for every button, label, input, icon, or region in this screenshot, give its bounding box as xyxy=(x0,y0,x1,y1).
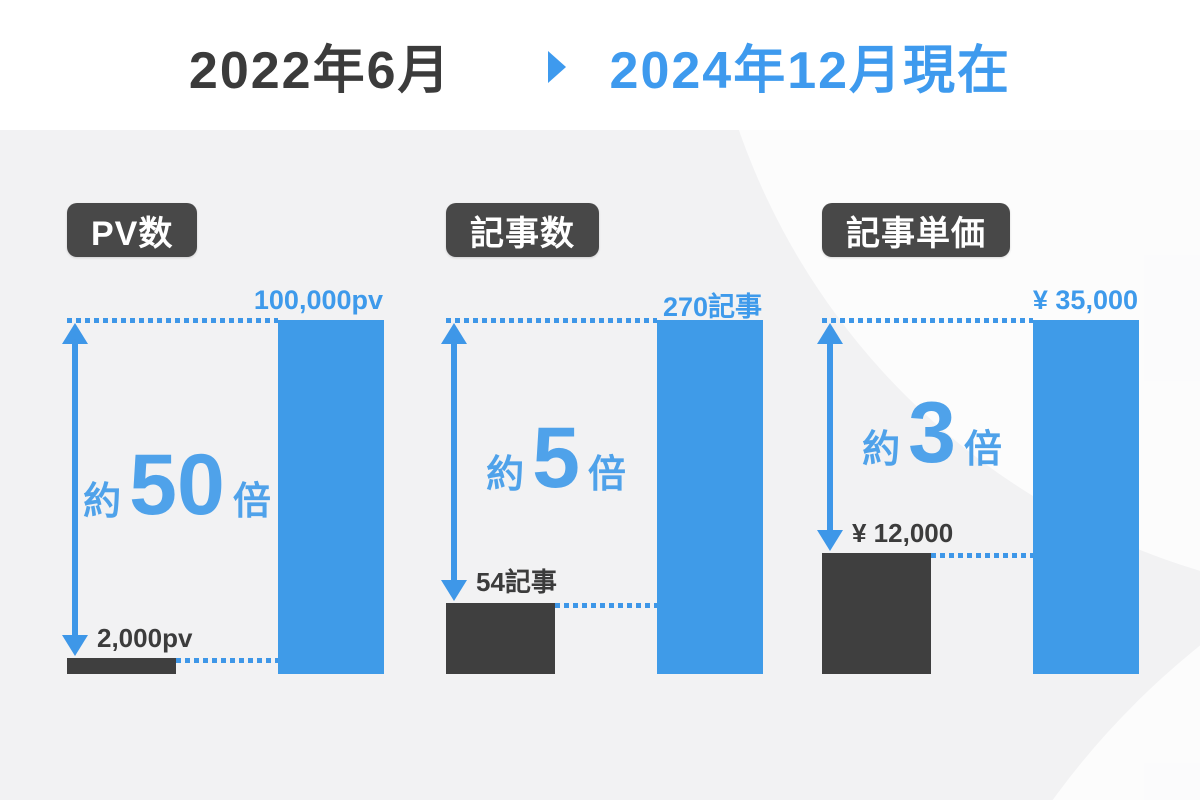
multiplier-prefix: 約 xyxy=(486,453,525,496)
multiplier: 約 5 倍 xyxy=(446,410,666,520)
dotted-line-new-level xyxy=(67,318,278,323)
new-value-label: 100,000pv xyxy=(253,285,383,315)
multiplier-suffix: 倍 xyxy=(232,481,271,523)
arrow-shaft xyxy=(827,339,833,535)
dotted-line-old-level xyxy=(931,553,1033,558)
panel-label-badge: 記事数 xyxy=(446,203,599,257)
chart-canvas: PV数 100,000pv 2,000pv 約 50 倍 記事数 270記事 xyxy=(0,130,1200,800)
multiplier-number: 50 xyxy=(129,437,225,533)
arrow-shaft xyxy=(451,339,457,585)
panel-label-badge: 記事単価 xyxy=(822,203,1010,257)
panel-pv-count: PV数 100,000pv 2,000pv 約 50 倍 xyxy=(62,203,384,674)
growth-range-arrow-icon xyxy=(817,323,843,551)
new-value-label: 270記事 xyxy=(662,292,762,322)
dotted-line-new-level xyxy=(446,318,657,323)
multiplier-prefix: 約 xyxy=(83,481,122,523)
dotted-line-old-level xyxy=(176,658,278,663)
dotted-line-new-level xyxy=(822,318,1033,323)
old-value-label: 54記事 xyxy=(476,567,557,597)
arrow-shaft xyxy=(72,339,78,640)
old-value-bar xyxy=(67,658,176,674)
multiplier-suffix: 倍 xyxy=(587,453,626,496)
growth-range-arrow-icon xyxy=(441,323,467,601)
transition-arrow-icon xyxy=(547,51,566,83)
multiplier: 約 3 倍 xyxy=(822,385,1042,495)
multiplier-prefix: 約 xyxy=(862,428,901,471)
panel-article-count: 記事数 270記事 54記事 約 5 倍 xyxy=(441,203,763,674)
panel-label-badge: PV数 xyxy=(67,203,198,257)
old-value-bar xyxy=(446,603,555,674)
multiplier-suffix: 倍 xyxy=(963,428,1002,471)
new-value-bar xyxy=(278,320,384,674)
new-value-label: ¥ 35,000 xyxy=(1032,285,1138,315)
new-value-bar xyxy=(1033,320,1139,674)
panel-article-price: 記事単価 ¥ 35,000 ¥ 12,000 約 3 倍 xyxy=(817,203,1139,674)
header: 2022年6月 2024年12月現在 xyxy=(0,0,1200,130)
dotted-line-old-level xyxy=(555,603,657,608)
old-value-label: ¥ 12,000 xyxy=(852,518,954,548)
new-value-bar xyxy=(657,320,763,674)
old-value-bar xyxy=(822,553,931,674)
multiplier-number: 3 xyxy=(908,384,956,481)
multiplier: 約 50 倍 xyxy=(67,437,287,547)
header-after-date: 2024年12月現在 xyxy=(609,41,1012,100)
header-before-date: 2022年6月 xyxy=(188,41,452,100)
old-value-label: 2,000pv xyxy=(97,623,193,653)
multiplier-number: 5 xyxy=(532,409,580,506)
growth-range-arrow-icon xyxy=(62,323,88,656)
